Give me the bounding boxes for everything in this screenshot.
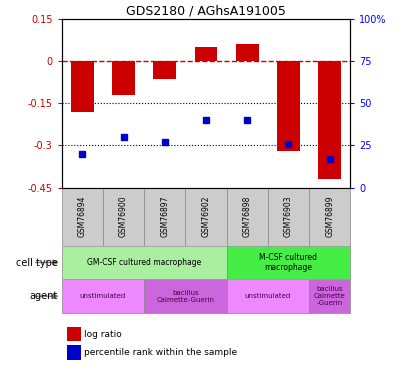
Bar	[71, 61, 94, 112]
Bar	[68, 345, 81, 360]
Text: GSM76894: GSM76894	[78, 196, 87, 237]
Bar	[185, 188, 226, 246]
Text: GSM76900: GSM76900	[119, 196, 128, 237]
Text: GM-CSF cultured macrophage: GM-CSF cultured macrophage	[87, 258, 201, 267]
Bar	[226, 188, 268, 246]
Text: GSM76897: GSM76897	[160, 196, 169, 237]
Text: GSM76899: GSM76899	[325, 196, 334, 237]
Text: bacillus
Calmette-Guerin: bacillus Calmette-Guerin	[156, 290, 215, 303]
Text: bacillus
Calmette
-Guerin: bacillus Calmette -Guerin	[314, 286, 345, 306]
Bar	[68, 327, 81, 341]
Bar	[309, 279, 350, 313]
Bar	[144, 279, 226, 313]
Bar	[226, 246, 350, 279]
Bar	[103, 188, 144, 246]
Title: GDS2180 / AGhsA191005: GDS2180 / AGhsA191005	[126, 4, 286, 18]
Text: agent: agent	[29, 291, 58, 301]
Text: GSM76898: GSM76898	[243, 196, 252, 237]
Bar	[153, 61, 176, 79]
Bar	[226, 279, 309, 313]
Bar	[268, 188, 309, 246]
Text: unstimulated: unstimulated	[80, 293, 126, 299]
Bar	[236, 44, 259, 61]
Bar	[62, 188, 103, 246]
Bar	[309, 188, 350, 246]
Text: cell type: cell type	[16, 258, 58, 267]
Bar	[277, 61, 300, 151]
Bar	[318, 61, 341, 179]
Text: M-CSF cultured
macrophage: M-CSF cultured macrophage	[259, 253, 318, 272]
Text: percentile rank within the sample: percentile rank within the sample	[84, 348, 237, 357]
Bar	[62, 246, 226, 279]
Text: GSM76903: GSM76903	[284, 196, 293, 237]
Bar	[62, 279, 144, 313]
Bar	[112, 61, 135, 95]
Text: unstimulated: unstimulated	[245, 293, 291, 299]
Text: GSM76902: GSM76902	[201, 196, 211, 237]
Text: log ratio: log ratio	[84, 330, 121, 339]
Bar	[195, 47, 217, 61]
Bar	[144, 188, 185, 246]
